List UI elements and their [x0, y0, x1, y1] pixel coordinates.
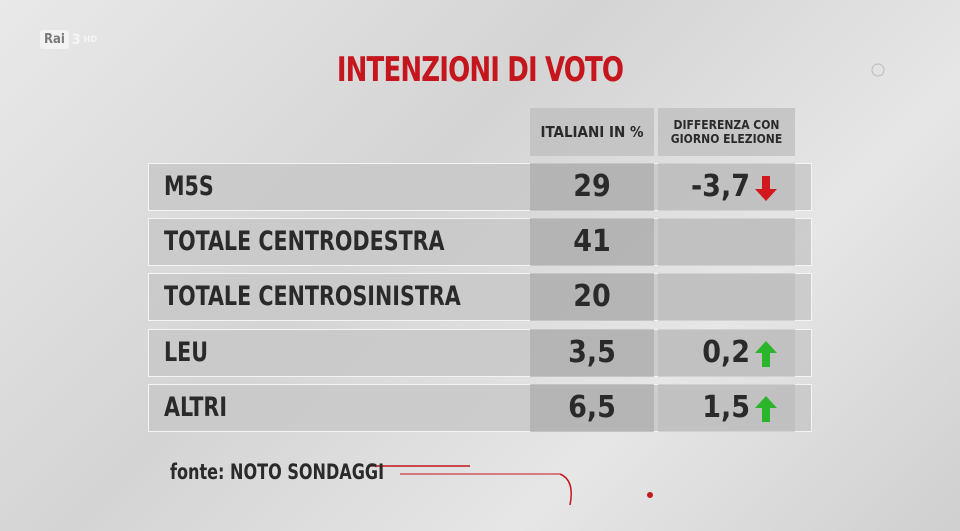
title: INTENZIONI DI VOTO	[336, 50, 624, 90]
party-name: ALTRI	[164, 392, 228, 423]
vote-percent: 20	[573, 279, 611, 314]
column-header: ITALIANI IN %	[530, 108, 654, 156]
diff-cell	[658, 163, 795, 211]
logo-text: Rai	[40, 30, 69, 49]
table-row: TOTALE CENTROSINISTRA 20	[148, 273, 812, 321]
arrow-up	[755, 341, 777, 367]
party-name: TOTALE CENTRODESTRA	[164, 226, 445, 257]
value-cell	[530, 273, 654, 321]
table-row: LEU 3,5 0,2	[148, 329, 812, 377]
arrow-up	[755, 396, 777, 422]
value-cell	[530, 218, 654, 266]
difference: -3,7	[690, 169, 750, 204]
value-cell	[530, 384, 654, 432]
logo-channel: 3	[71, 31, 81, 48]
table-row: M5S 29 -3,7	[148, 163, 812, 211]
vote-percent: 6,5	[568, 390, 616, 425]
arrow-down	[755, 176, 777, 201]
party-name: LEU	[164, 337, 209, 368]
value-cell	[530, 329, 654, 377]
source: fonte: NOTO SONDAGGI	[170, 460, 385, 484]
party-name: M5S	[164, 171, 214, 202]
difference: 0,2	[702, 335, 750, 370]
table-row: TOTALE CENTRODESTRA 41	[148, 218, 812, 266]
column-header: DIFFERENZA CON GIORNO ELEZIONE	[658, 108, 795, 156]
diff-cell	[658, 218, 795, 266]
table-row: ALTRI 6,5 1,5	[148, 384, 812, 432]
logo-hd: HD	[83, 34, 98, 45]
value-cell	[530, 163, 654, 211]
difference: 1,5	[702, 390, 750, 425]
channel-logo: Rai 3 HD	[40, 30, 97, 49]
vote-percent: 3,5	[568, 335, 616, 370]
party-name: TOTALE CENTROSINISTRA	[164, 281, 461, 312]
vote-percent: 41	[573, 224, 611, 259]
diff-cell	[658, 273, 795, 321]
vote-percent: 29	[573, 169, 611, 204]
